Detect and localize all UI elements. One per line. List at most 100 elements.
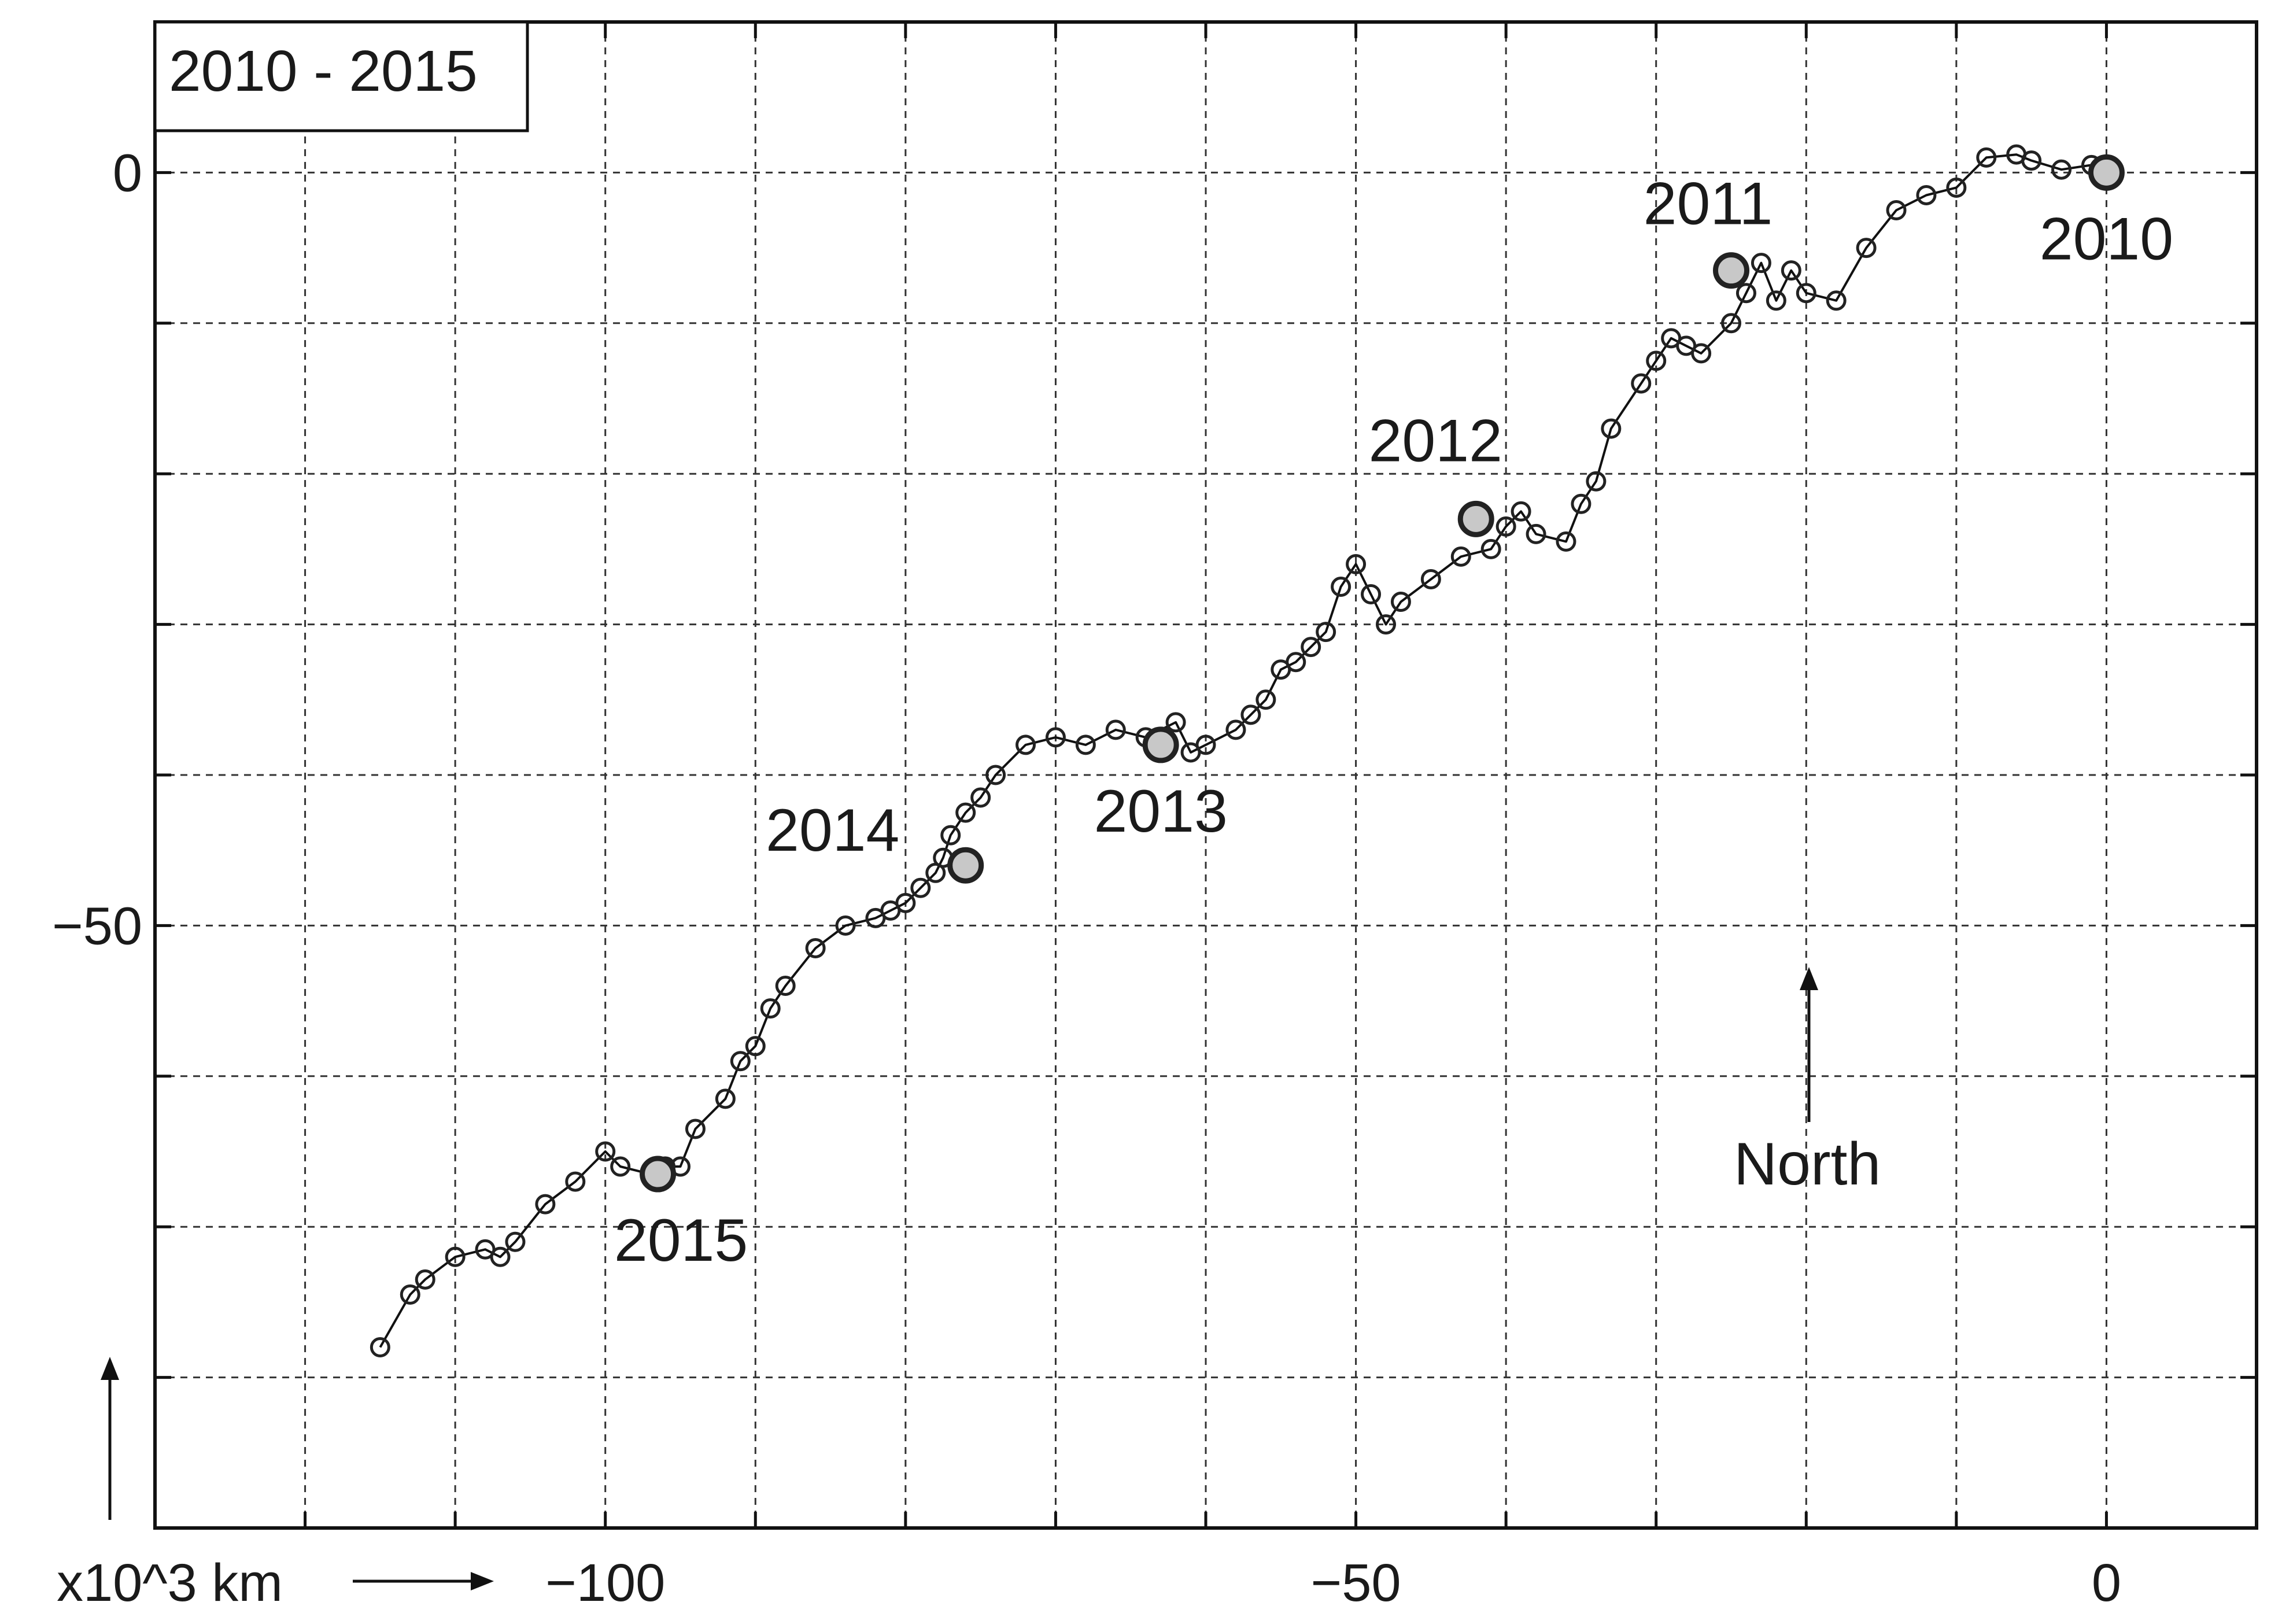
trajectory-point — [1361, 584, 1382, 605]
trajectory-point — [865, 907, 886, 928]
trajectory-point — [1856, 238, 1877, 259]
x-tick-label: −100 — [545, 1553, 665, 1612]
trajectory-point — [370, 1337, 390, 1358]
chart-title: 2010 - 2015 — [169, 39, 478, 104]
trajectory-point — [1316, 622, 1336, 643]
trajectory-point — [1225, 719, 1246, 740]
trajectory-point — [685, 1119, 706, 1139]
grid-lines — [155, 22, 2257, 1528]
trajectory-point — [925, 862, 946, 883]
trajectory-point — [505, 1231, 526, 1252]
year-label: 2013 — [1094, 778, 1227, 845]
trajectory-point — [715, 1088, 736, 1109]
units-arrow-right-head — [471, 1572, 494, 1590]
trajectory-point — [2051, 159, 2072, 180]
trajectory-point — [1496, 516, 1516, 537]
year-label: 2014 — [766, 797, 899, 864]
trajectory-point — [775, 976, 796, 996]
trajectory-point — [1420, 569, 1441, 589]
trajectory-point — [1766, 290, 1786, 311]
trajectory-point — [1946, 177, 1967, 198]
trajectory-point — [445, 1246, 466, 1267]
trajectory-point — [475, 1239, 496, 1260]
year-labels: 2010 2011 2012 2013 2014 2015 — [614, 171, 2173, 1274]
trajectory-point — [955, 802, 976, 823]
trajectory-point — [1165, 712, 1186, 733]
trajectory-point — [1271, 659, 1291, 680]
trajectory-point — [610, 1156, 631, 1177]
trajectory-point — [760, 998, 781, 1019]
trajectory-point — [1526, 523, 1546, 544]
trajectory-point — [910, 877, 931, 898]
trajectory-point — [1796, 283, 1816, 304]
year-label: 2012 — [1369, 407, 1502, 474]
trajectory-point — [1976, 147, 1997, 168]
north-arrow-head — [1800, 967, 1818, 990]
trajectory-point — [1751, 253, 1771, 274]
trajectory-point — [1721, 313, 1741, 334]
trajectory-point — [1661, 328, 1682, 349]
x-tick-label: 0 — [2092, 1553, 2121, 1612]
trajectory-point — [1256, 689, 1276, 710]
trajectory-point — [535, 1194, 556, 1215]
units-label: x10^3 km — [57, 1553, 283, 1612]
trajectory-point — [1886, 200, 1907, 220]
trajectory-point — [1646, 350, 1667, 371]
year-marker — [947, 847, 984, 884]
title-box-frame — [153, 20, 529, 132]
year-markers — [640, 154, 2125, 1193]
trajectory-point — [1375, 614, 1396, 635]
units-arrow-up-head — [101, 1357, 119, 1380]
trajectory-point — [730, 1051, 751, 1072]
trajectory-point — [1916, 184, 1937, 205]
trajectory-point — [565, 1171, 586, 1192]
trajectory-point — [1450, 546, 1471, 567]
year-label: 2010 — [2040, 205, 2173, 272]
trajectory-point — [1480, 538, 1501, 559]
trajectory-point — [1075, 735, 1096, 755]
title-box: 2010 - 2015 — [153, 20, 529, 132]
trajectory-point — [1571, 493, 1592, 514]
trajectory-point — [1105, 719, 1126, 740]
trajectory-point — [1511, 501, 1531, 522]
year-marker — [1713, 252, 1749, 289]
trajectory-point — [1601, 418, 1622, 439]
trajectory-point — [1331, 577, 1352, 597]
year-marker — [2088, 154, 2125, 191]
north-indicator: North — [1734, 967, 1881, 1198]
trajectory-point — [985, 765, 1006, 785]
trajectory-line — [379, 153, 2107, 1348]
year-marker — [640, 1156, 677, 1193]
trajectory-point — [1180, 742, 1201, 763]
year-marker — [1142, 726, 1179, 763]
trajectory-point — [1735, 283, 1756, 304]
y-tick-label: 0 — [113, 143, 142, 202]
trajectory-point — [415, 1269, 435, 1290]
trajectory-point — [1586, 471, 1607, 492]
x-tick-label: −50 — [1311, 1553, 1401, 1612]
trajectory-point — [595, 1141, 616, 1162]
trajectory-point — [400, 1284, 420, 1305]
trajectory-point — [805, 938, 826, 958]
trajectory-point — [1240, 704, 1261, 725]
trajectory-point — [1781, 260, 1801, 281]
year-marker — [1457, 500, 1494, 537]
y-tick-label: −50 — [52, 896, 142, 955]
trajectory-point — [1390, 592, 1411, 612]
year-label: 2015 — [614, 1207, 748, 1274]
trajectory-point — [2006, 144, 2027, 165]
x-tick-labels: −100 −50 0 — [545, 1553, 2121, 1612]
trajectory-point — [745, 1036, 766, 1057]
trajectory-point — [970, 787, 991, 808]
trajectory-point — [835, 915, 856, 936]
year-label: 2011 — [1644, 171, 1773, 238]
trajectory-point — [940, 825, 961, 846]
y-tick-labels: 0 −50 — [52, 143, 142, 955]
trajectory-point — [1556, 531, 1576, 552]
units-indicator: x10^3 km — [57, 1357, 494, 1612]
trajectory-point — [1301, 637, 1321, 658]
trajectory-point — [1016, 735, 1036, 755]
trajectory-point — [1045, 727, 1066, 748]
north-label: North — [1734, 1131, 1881, 1198]
